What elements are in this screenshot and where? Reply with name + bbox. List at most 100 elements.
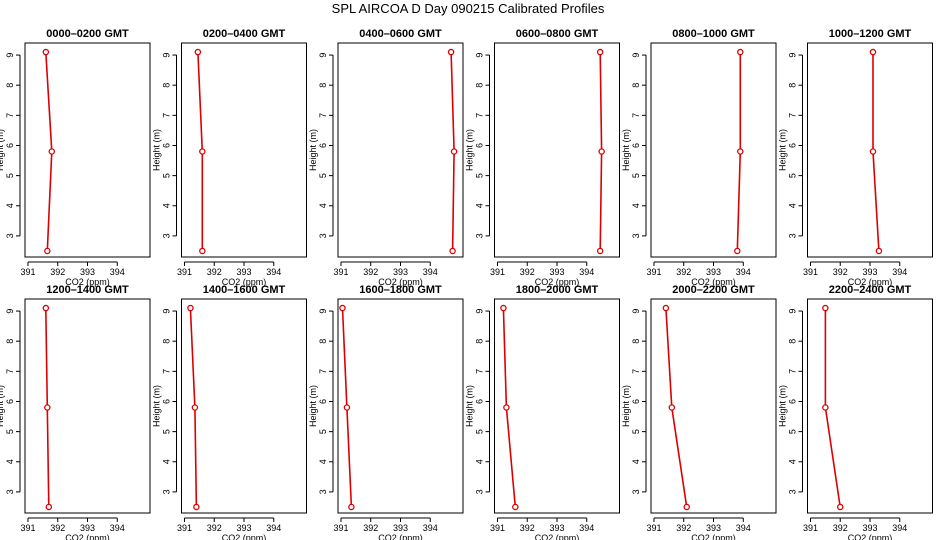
- x-axis-label: CO2 (ppm): [848, 277, 893, 287]
- x-axis-label: CO2 (ppm): [535, 533, 580, 540]
- figure-title: SPL AIRCOA D Day 090215 Calibrated Profi…: [332, 1, 605, 16]
- data-point: [45, 503, 53, 511]
- data-point: [48, 148, 56, 155]
- data-point: [512, 503, 519, 511]
- y-tick-label: 8: [788, 339, 798, 344]
- panel-title: 2200–2400 GMT: [829, 284, 912, 296]
- plot-frame: [807, 298, 933, 514]
- y-axis-label: Height (m): [0, 129, 5, 171]
- plot-frame: [181, 298, 307, 514]
- y-tick-label: 7: [318, 113, 328, 118]
- data-point: [339, 304, 346, 312]
- y-tick-label: 8: [5, 339, 15, 344]
- y-axis-label: Height (m): [152, 385, 162, 427]
- data-point: [596, 48, 604, 56]
- x-axis-label: CO2 (ppm): [65, 533, 110, 540]
- x-tick-label: 393: [549, 523, 564, 533]
- data-point: [598, 148, 605, 155]
- data-point: [822, 304, 829, 312]
- x-tick-label: 394: [110, 523, 125, 533]
- plot-frame: [650, 42, 777, 258]
- y-tick-label: 8: [162, 339, 172, 344]
- y-axis-label: Height (m): [0, 385, 5, 427]
- data-point: [596, 247, 604, 255]
- data-point: [191, 404, 199, 411]
- y-tick-label: 6: [631, 399, 641, 404]
- y-tick-label: 5: [5, 173, 15, 178]
- x-tick-label: 394: [892, 523, 907, 533]
- x-tick-label: 394: [110, 267, 125, 277]
- x-tick-label: 392: [520, 523, 535, 533]
- y-tick-label: 4: [318, 203, 328, 208]
- x-tick-label: 391: [490, 523, 505, 533]
- x-axis-label: CO2 (ppm): [535, 277, 580, 287]
- data-point: [194, 48, 202, 56]
- y-tick-label: 8: [318, 339, 328, 344]
- x-tick-label: 393: [706, 267, 721, 277]
- data-point: [343, 404, 351, 411]
- y-axis-label: Height (m): [465, 385, 475, 427]
- y-tick-label: 9: [788, 309, 798, 314]
- y-tick-label: 4: [788, 459, 798, 464]
- y-tick-label: 7: [162, 369, 172, 374]
- data-point: [875, 247, 883, 255]
- data-point: [737, 148, 744, 155]
- y-tick-label: 3: [475, 489, 485, 494]
- data-point: [869, 148, 877, 155]
- y-tick-label: 7: [788, 113, 798, 118]
- y-tick-label: 8: [631, 83, 641, 88]
- x-tick-label: 393: [549, 267, 564, 277]
- y-tick-label: 3: [788, 489, 798, 494]
- x-tick-label: 394: [736, 523, 751, 533]
- y-tick-label: 5: [318, 429, 328, 434]
- y-tick-label: 4: [5, 459, 15, 464]
- panel-title: 1200–1400 GMT: [46, 284, 129, 296]
- x-tick-label: 394: [892, 267, 907, 277]
- y-tick-label: 3: [162, 233, 172, 238]
- panel-title: 1400–1600 GMT: [203, 284, 286, 296]
- y-tick-label: 4: [318, 459, 328, 464]
- y-tick-label: 5: [631, 173, 641, 178]
- y-axis-label: Height (m): [465, 129, 475, 171]
- y-tick-label: 9: [5, 309, 15, 314]
- y-tick-label: 3: [475, 233, 485, 238]
- y-axis-label: Height (m): [621, 385, 631, 427]
- data-point: [662, 304, 670, 312]
- y-tick-label: 6: [5, 399, 15, 404]
- y-tick-label: 3: [5, 489, 15, 494]
- x-tick-label: 391: [177, 523, 192, 533]
- data-point: [737, 48, 744, 56]
- plot-frame: [494, 42, 620, 258]
- x-tick-label: 393: [80, 267, 95, 277]
- data-point: [348, 503, 355, 511]
- y-tick-label: 7: [5, 369, 15, 374]
- y-tick-label: 4: [162, 203, 172, 208]
- panel-title: 0800–1000 GMT: [672, 28, 755, 40]
- x-tick-label: 392: [676, 267, 691, 277]
- x-tick-label: 391: [20, 267, 35, 277]
- y-tick-label: 8: [318, 83, 328, 88]
- data-point: [836, 503, 844, 511]
- x-tick-label: 393: [393, 267, 408, 277]
- y-tick-label: 8: [162, 83, 172, 88]
- y-tick-label: 4: [475, 203, 485, 208]
- plot-frame: [24, 42, 151, 258]
- data-point: [199, 148, 206, 155]
- x-tick-label: 391: [803, 523, 818, 533]
- y-tick-label: 5: [162, 429, 172, 434]
- panel-title: 1000–1200 GMT: [829, 28, 912, 40]
- x-tick-label: 392: [50, 523, 65, 533]
- data-point: [450, 148, 458, 155]
- data-point: [44, 404, 51, 411]
- panel-title: 2000–2200 GMT: [672, 284, 755, 296]
- y-tick-label: 6: [788, 143, 798, 148]
- y-tick-label: 9: [631, 309, 641, 314]
- x-tick-label: 391: [333, 523, 348, 533]
